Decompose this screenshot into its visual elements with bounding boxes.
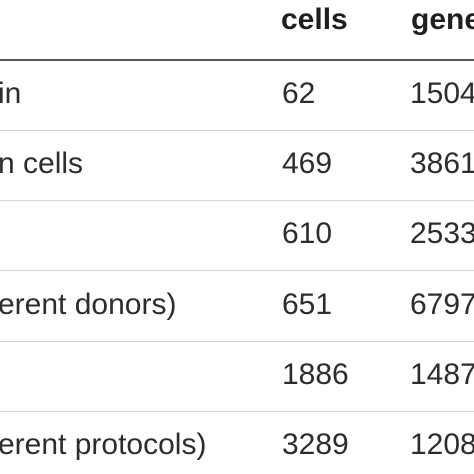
row-cells-value: 3289 bbox=[282, 428, 349, 461]
column-header-genes: gene bbox=[411, 3, 474, 36]
row-divider bbox=[0, 411, 474, 412]
row-description: erent protocols) bbox=[0, 428, 207, 461]
row-divider bbox=[0, 200, 474, 201]
row-divider bbox=[0, 341, 474, 342]
row-cells-value: 62 bbox=[282, 77, 316, 110]
table-row: erent donors) 651 6797 bbox=[0, 273, 474, 335]
table-row: 610 2533 bbox=[0, 202, 474, 264]
table-header: cells gene bbox=[0, 0, 474, 52]
table-row: 1886 1487 bbox=[0, 343, 474, 405]
row-cells-value: 469 bbox=[282, 147, 333, 180]
row-genes-value: 6797 bbox=[410, 288, 474, 321]
row-description: erent donors) bbox=[0, 288, 177, 321]
header-divider bbox=[0, 59, 474, 61]
row-divider bbox=[0, 130, 474, 131]
row-description: n cells bbox=[0, 147, 84, 180]
row-genes-value: 1504 bbox=[410, 77, 474, 110]
table-row: in 62 1504 bbox=[0, 62, 474, 124]
row-description: in bbox=[0, 77, 22, 110]
row-genes-value: 3861 bbox=[410, 147, 474, 180]
row-genes-value: 1208 bbox=[410, 428, 474, 461]
row-genes-value: 2533 bbox=[410, 217, 474, 250]
table-row: n cells 469 3861 bbox=[0, 132, 474, 194]
row-divider bbox=[0, 270, 474, 271]
row-cells-value: 651 bbox=[282, 288, 333, 321]
table-row: erent protocols) 3289 1208 bbox=[0, 413, 474, 474]
row-genes-value: 1487 bbox=[410, 358, 474, 391]
row-cells-value: 1886 bbox=[282, 358, 349, 391]
column-header-cells: cells bbox=[281, 3, 348, 36]
row-cells-value: 610 bbox=[282, 217, 333, 250]
